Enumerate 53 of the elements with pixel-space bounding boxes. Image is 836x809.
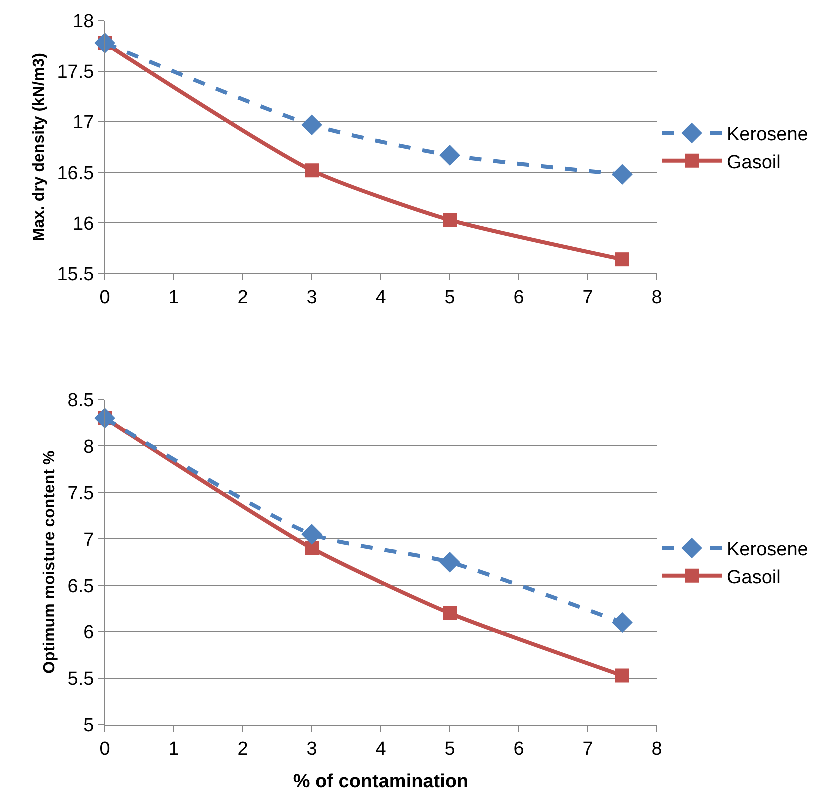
point: [94, 32, 116, 54]
point: [440, 552, 460, 573]
point: [616, 252, 630, 267]
legend-label: Gasoil: [727, 567, 781, 588]
point: [616, 668, 630, 683]
x-tick-label: 5: [444, 288, 456, 309]
x-tick-label: 4: [376, 738, 387, 760]
y-tick-label: 7: [84, 530, 94, 551]
y-tick-label: 17: [73, 112, 94, 134]
x-tick-label: 6: [514, 738, 524, 760]
y-tick-label: 8.5: [68, 390, 94, 412]
x-tick-label: 8: [652, 738, 662, 760]
y-tick-label: 16.5: [57, 163, 94, 184]
x-tick-label: 3: [306, 288, 318, 309]
y-tick-label: 6: [84, 622, 94, 644]
x-tick-label: 4: [376, 288, 387, 309]
point: [305, 164, 319, 178]
y-tick-label: 18: [73, 12, 94, 33]
point: [94, 408, 116, 429]
x-tick-label: 7: [582, 738, 594, 760]
point: [302, 114, 322, 136]
x-tick-label: 2: [238, 738, 248, 760]
point: [612, 164, 633, 186]
x-tick-label: 0: [100, 738, 110, 760]
y-tick-label: 16: [73, 214, 94, 235]
x-tick-label: 1: [168, 738, 180, 760]
x-tick-label: 3: [306, 738, 318, 760]
x-tick-label: 6: [514, 288, 524, 309]
y-tick-label: 5: [84, 716, 94, 737]
y-tick-label: 5.5: [68, 669, 94, 690]
x-tick-label: 0: [100, 288, 110, 309]
x-tick-label: 5: [444, 738, 456, 760]
x-tick-label: 2: [238, 288, 248, 309]
point: [305, 541, 319, 556]
point: [443, 213, 457, 228]
y-tick-label: 6.5: [68, 576, 94, 598]
point: [302, 524, 322, 545]
x-tick-label: 8: [652, 288, 662, 309]
y-tick-label: 17.5: [57, 62, 94, 84]
y-axis-title: Optimum moisture content %: [42, 450, 59, 674]
y-tick-label: 15.5: [57, 264, 94, 286]
point: [440, 145, 460, 166]
x-tick-label: 1: [168, 288, 180, 309]
x-tick-label: 7: [582, 288, 594, 309]
y-tick-label: 8: [84, 436, 94, 458]
legend-label: Gasoil: [727, 152, 781, 174]
point: [443, 606, 457, 620]
point: [612, 612, 633, 634]
legend-label: Kerosene: [727, 124, 808, 146]
y-tick-label: 7.5: [68, 483, 94, 504]
x-axis-title: % of contamination: [293, 772, 469, 793]
y-axis-title: Max. dry density (kN/m3): [31, 53, 48, 242]
legend-label: Kerosene: [727, 540, 808, 561]
